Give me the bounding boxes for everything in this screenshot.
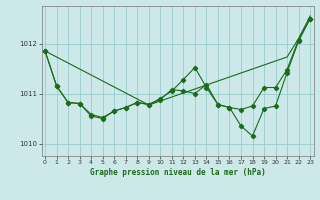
X-axis label: Graphe pression niveau de la mer (hPa): Graphe pression niveau de la mer (hPa) [90,168,266,177]
